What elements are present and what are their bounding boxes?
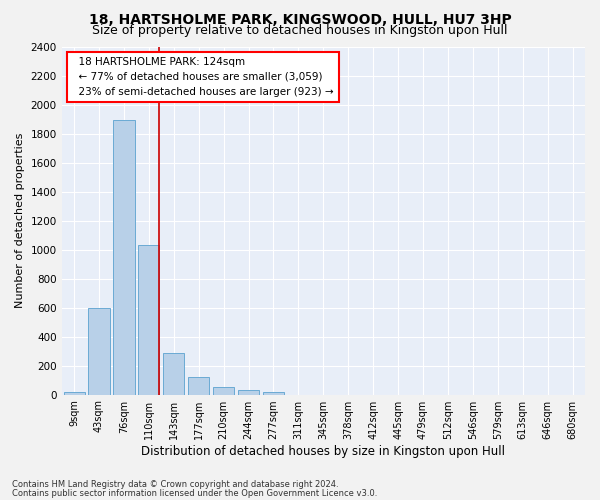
Bar	[138, 245, 160, 394]
Text: 18, HARTSHOLME PARK, KINGSWOOD, HULL, HU7 3HP: 18, HARTSHOLME PARK, KINGSWOOD, HULL, HU…	[89, 12, 511, 26]
Bar	[113, 120, 134, 394]
Bar	[213, 388, 234, 394]
Bar	[64, 392, 85, 394]
Bar	[163, 352, 184, 395]
Text: Contains public sector information licensed under the Open Government Licence v3: Contains public sector information licen…	[12, 489, 377, 498]
Text: 18 HARTSHOLME PARK: 124sqm
  ← 77% of detached houses are smaller (3,059)
  23% : 18 HARTSHOLME PARK: 124sqm ← 77% of deta…	[72, 57, 334, 96]
Bar	[88, 308, 110, 394]
Bar	[263, 392, 284, 394]
Bar	[238, 390, 259, 394]
Y-axis label: Number of detached properties: Number of detached properties	[15, 133, 25, 308]
Bar	[188, 378, 209, 394]
X-axis label: Distribution of detached houses by size in Kingston upon Hull: Distribution of detached houses by size …	[142, 444, 505, 458]
Text: Contains HM Land Registry data © Crown copyright and database right 2024.: Contains HM Land Registry data © Crown c…	[12, 480, 338, 489]
Text: Size of property relative to detached houses in Kingston upon Hull: Size of property relative to detached ho…	[92, 24, 508, 37]
